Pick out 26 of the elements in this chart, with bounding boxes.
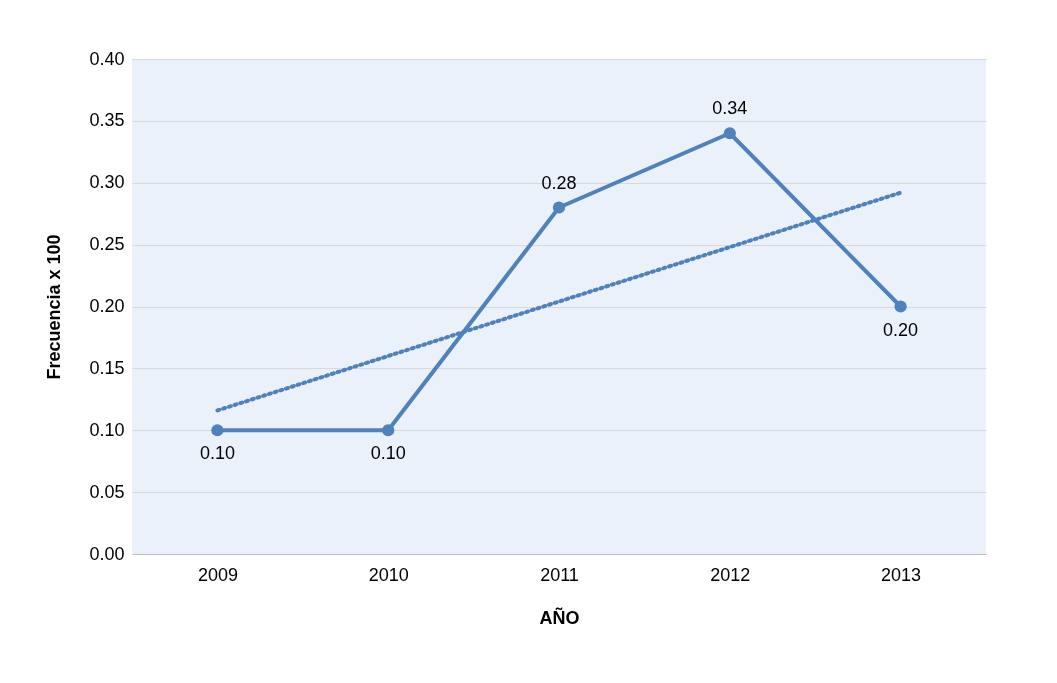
y-tick-label: 0.40 (89, 48, 125, 69)
x-tick-label: 2009 (197, 564, 238, 585)
y-tick-label: 0.20 (89, 296, 125, 316)
x-tick-label: 2012 (710, 564, 751, 585)
data-label: 0.10 (370, 443, 406, 464)
point (382, 424, 395, 437)
x-tick-label: 2011 (540, 564, 579, 585)
y-tick-label: 0.10 (89, 419, 125, 440)
y-tick-label: 0.00 (89, 543, 125, 564)
y-tick-label: 0.25 (89, 234, 125, 255)
x-axis-title: AÑO (539, 606, 580, 628)
y-tick-label: 0.15 (89, 357, 125, 378)
x-tick-label: 2010 (368, 564, 409, 585)
y-tick-label: 0.05 (89, 481, 125, 502)
data-label: 0.28 (541, 172, 577, 193)
x-tick-label: 2013 (881, 564, 922, 585)
data-label: 0.34 (712, 98, 748, 119)
y-tick-label: 0.35 (89, 110, 125, 131)
y-axis-title: Frecuencia x 100 (44, 234, 65, 380)
point (552, 201, 566, 214)
y-tick-label: 0.30 (89, 172, 125, 193)
data-label: 0.20 (883, 319, 919, 340)
data-label: 0.10 (199, 443, 235, 464)
point (894, 300, 907, 313)
point (723, 127, 736, 140)
point (211, 424, 224, 437)
